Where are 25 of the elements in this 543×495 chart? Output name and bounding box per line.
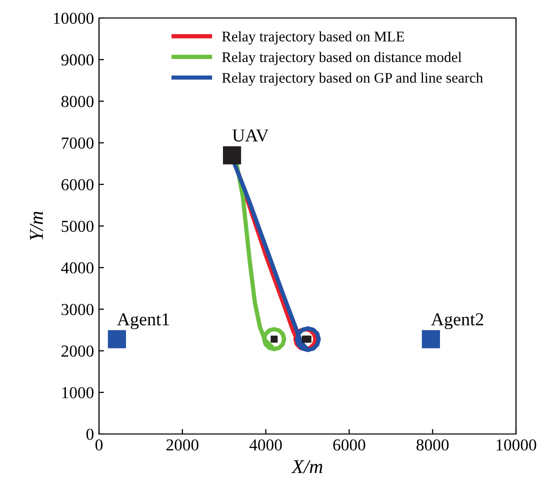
y-tick-label: 6000 bbox=[62, 179, 94, 190]
y-tick-label: 2000 bbox=[62, 346, 94, 357]
y-tick-label: 7000 bbox=[62, 138, 94, 149]
annotation: UAV bbox=[232, 129, 269, 142]
y-tick-label: 9000 bbox=[61, 54, 94, 66]
x-tick-label: 10000 bbox=[496, 439, 536, 451]
x-tick-label: 0 bbox=[95, 439, 103, 451]
y-tick-label: 10000 bbox=[54, 12, 94, 24]
y-tick-label: 5000 bbox=[62, 220, 94, 232]
legend-label: Relay trajectory based on GP and line search bbox=[222, 72, 483, 86]
legend-label: Relay trajectory based on distance model bbox=[222, 52, 462, 66]
y-axis-title: Y/m bbox=[30, 212, 43, 240]
x-tick-label: 2000 bbox=[166, 439, 198, 451]
y-tick-label: 4000 bbox=[61, 262, 94, 274]
annotation: Agent1 bbox=[117, 313, 169, 330]
y-tick-label: 0 bbox=[86, 428, 94, 440]
x-tick-label: 4000 bbox=[249, 439, 282, 451]
y-tick-label: 1000 bbox=[62, 387, 94, 398]
x-axis-title: X/m bbox=[291, 460, 322, 474]
y-tick-label: 8000 bbox=[61, 96, 94, 108]
x-tick-label: 6000 bbox=[333, 439, 366, 451]
y-tick-label: 3000 bbox=[62, 304, 94, 316]
annotation: Agent2 bbox=[431, 313, 484, 330]
x-tick-label: 8000 bbox=[416, 439, 449, 451]
legend-label: Relay trajectory based on MLE bbox=[222, 31, 404, 44]
